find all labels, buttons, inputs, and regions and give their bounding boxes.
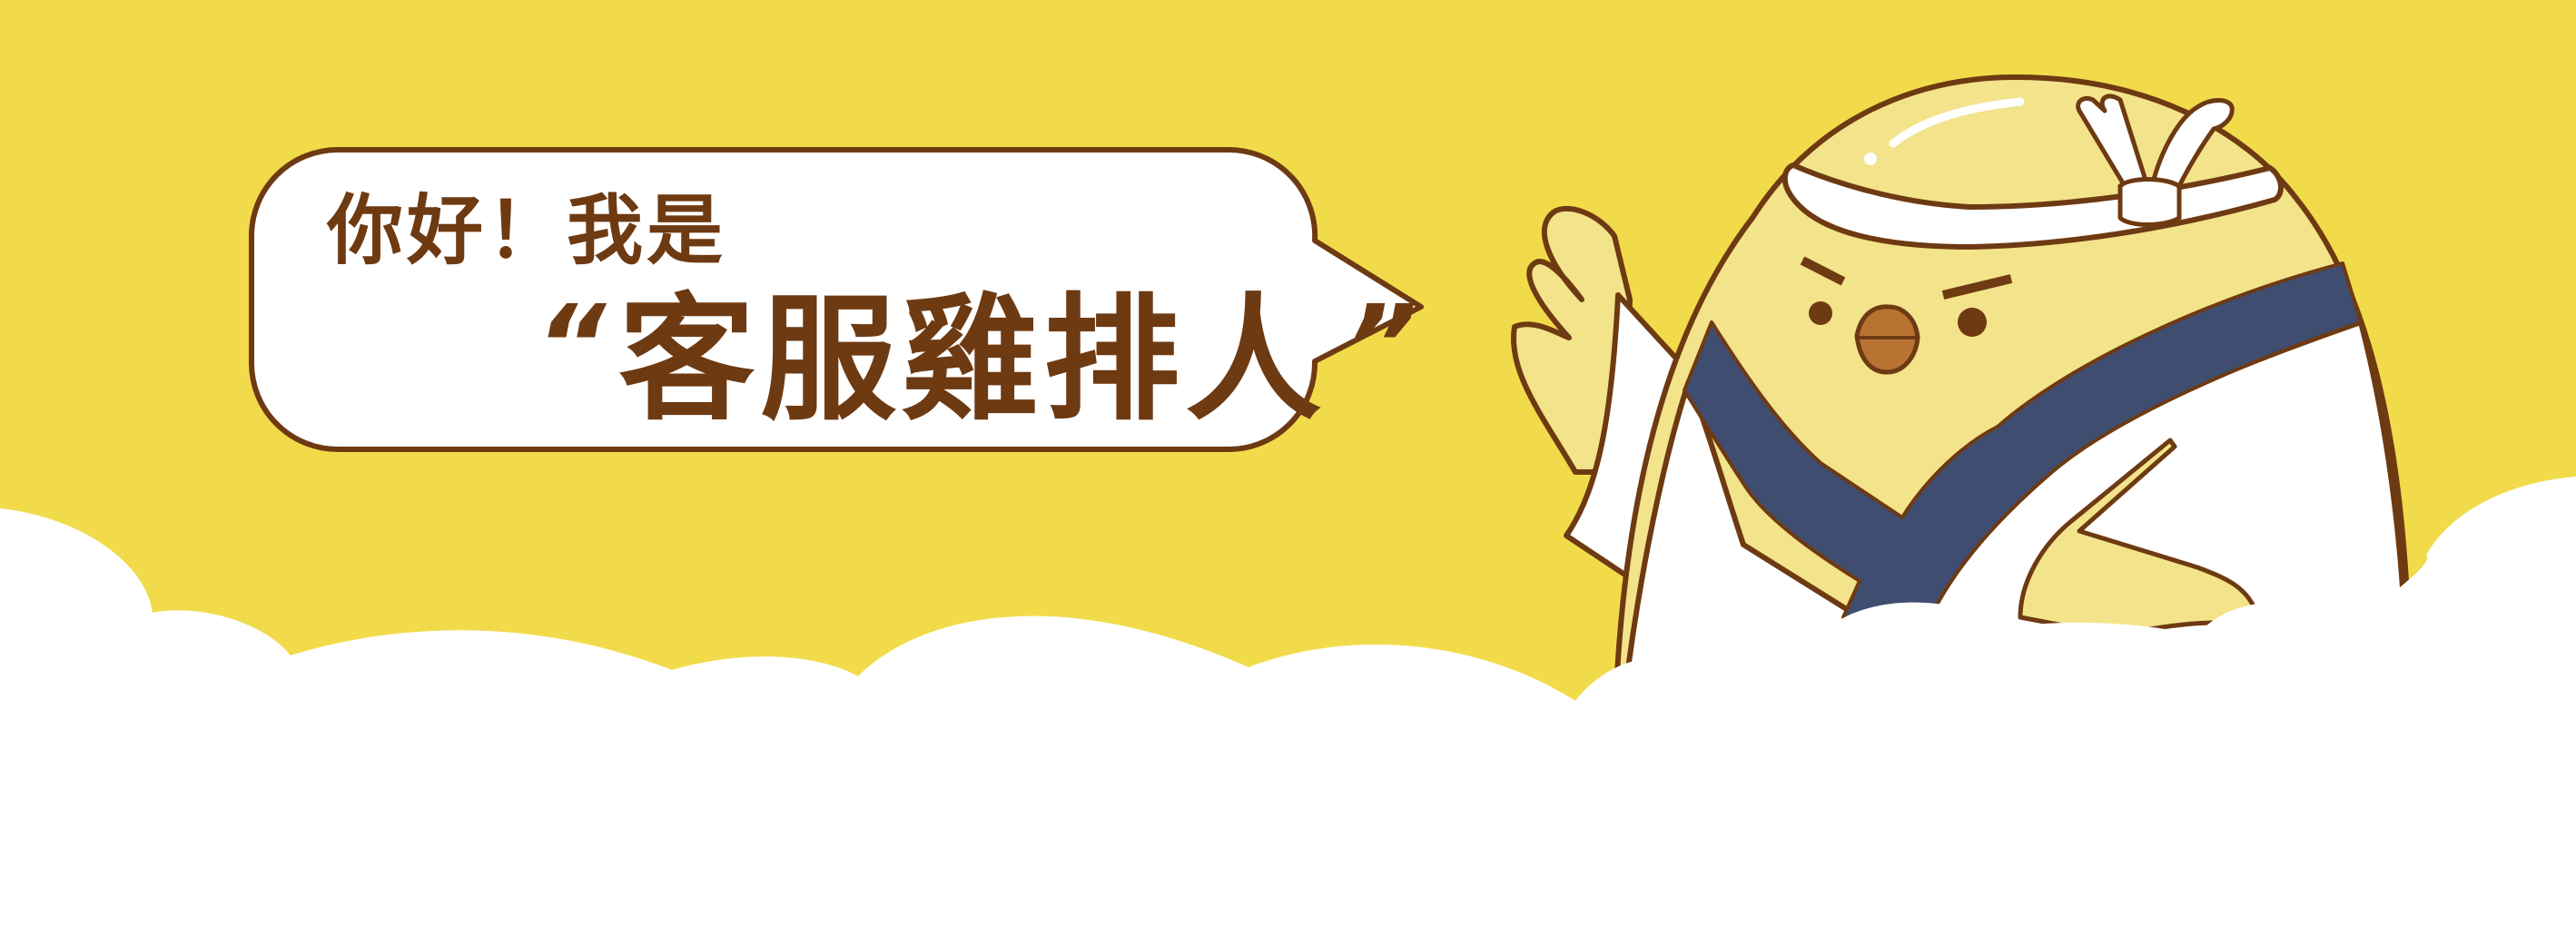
left-eyebrow [1800, 256, 1846, 286]
open-quote: “ [536, 283, 607, 409]
waving-hand-icon [1511, 205, 1633, 475]
clouds [0, 477, 2576, 925]
front-hand [2018, 438, 2264, 638]
greeting-text: 你好！我是 [327, 186, 727, 275]
speech-bubble [249, 146, 1424, 453]
close-quote: ” [1347, 283, 1417, 409]
title-row: “ 客服雞排人 ” [536, 281, 1417, 439]
right-eye [1958, 308, 1987, 337]
sash [1683, 261, 2363, 642]
right-eyebrow [1941, 274, 2013, 300]
left-eye [1809, 301, 1832, 325]
chick-mascot-icon [1511, 74, 2409, 693]
title-text: 客服雞排人 [618, 281, 1327, 439]
